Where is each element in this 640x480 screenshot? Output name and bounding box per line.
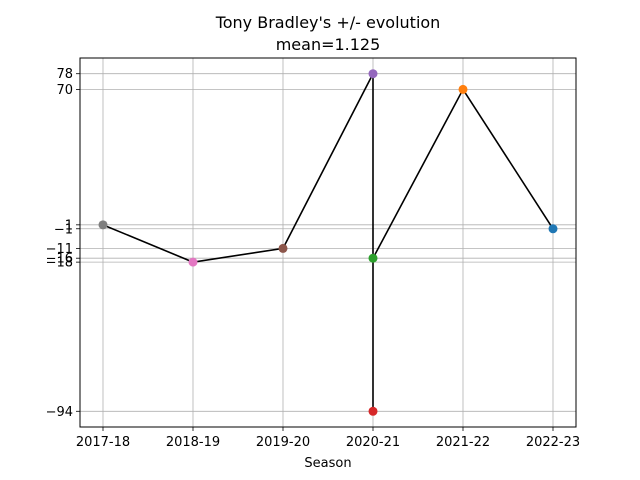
x-tick-label: 2021-22 [436, 435, 490, 450]
y-tick-label: −18 [46, 256, 73, 271]
data-point [548, 224, 558, 234]
marker-layer [98, 69, 558, 416]
y-tick-label: 70 [56, 83, 73, 98]
plot-frame [79, 57, 577, 428]
x-tick-label: 2018-19 [166, 435, 220, 450]
data-point [368, 406, 378, 416]
data-point [368, 253, 378, 263]
x-axis-label: Season [304, 456, 351, 471]
x-tick-layer: 2017-18 2018-19 2019-20 2020-21 2021-22 2022-… [76, 427, 580, 450]
data-point [278, 243, 288, 253]
data-point [368, 69, 378, 79]
x-tick-label: 2020-21 [346, 435, 400, 450]
series-line-layer [102, 73, 554, 412]
x-tick-label: 2017-18 [76, 435, 130, 450]
grid-layer [80, 58, 576, 427]
data-point [188, 257, 198, 267]
y-tick-label: −16 [46, 252, 73, 267]
y-tick-label: 78 [56, 67, 73, 82]
y-tick-label: −11 [46, 242, 73, 257]
y-tick-label: −1 [54, 222, 73, 237]
data-point [458, 84, 468, 94]
data-point [98, 220, 108, 230]
chart-title: Tony Bradley's +/- evolution [215, 13, 441, 32]
y-tick-label: −94 [46, 405, 73, 420]
series-line [102, 73, 554, 412]
x-tick-label: 2019-20 [256, 435, 310, 450]
x-tick-label: 2022-23 [526, 435, 580, 450]
chart-subtitle: mean=1.125 [276, 35, 381, 54]
y-tick-label: 1 [65, 218, 73, 233]
